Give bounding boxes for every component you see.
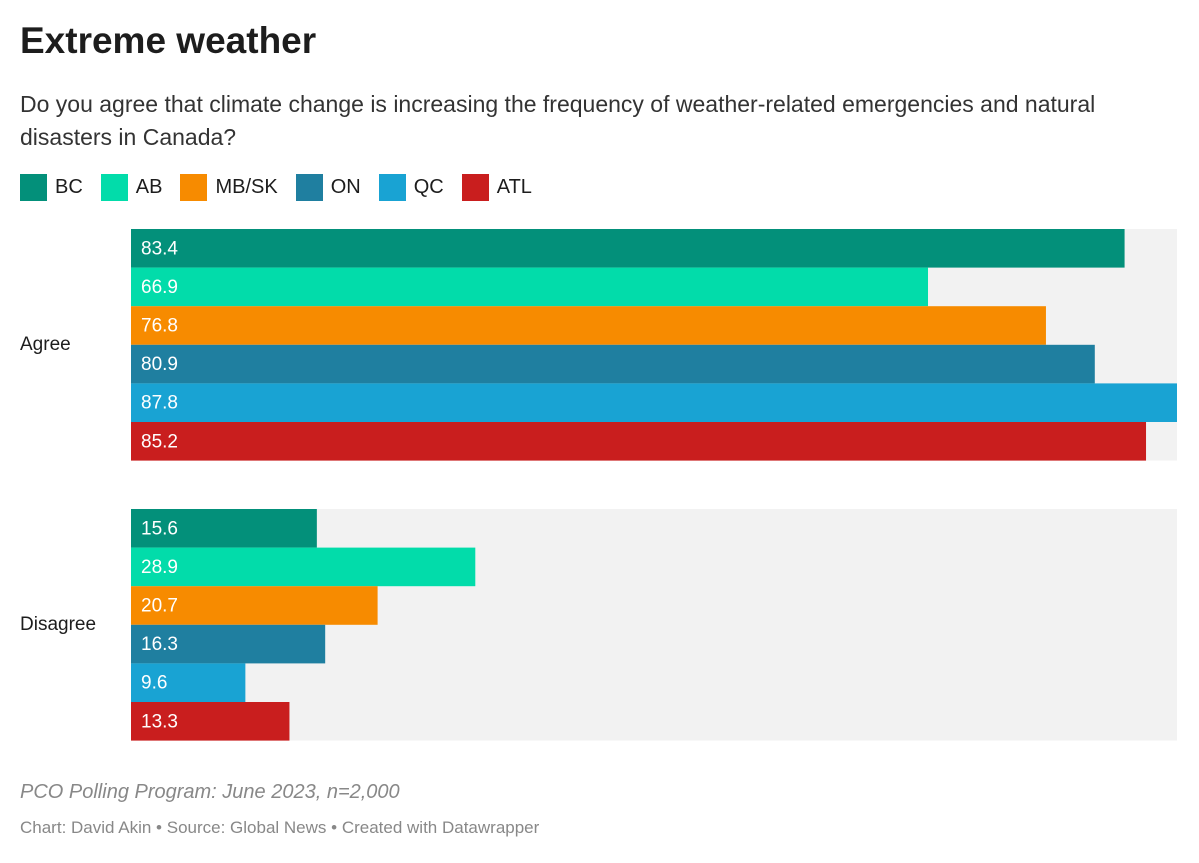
value-label: 66.9 (141, 277, 178, 298)
legend-item: QC (378, 174, 444, 201)
legend-swatch (180, 174, 208, 201)
legend-swatch (20, 174, 47, 201)
legend-swatch (461, 174, 489, 201)
value-label: 16.3 (141, 634, 178, 655)
value-label: 87.8 (141, 393, 178, 414)
credit: Chart: David Akin • Source: Global News … (20, 818, 540, 837)
bar (131, 344, 1095, 384)
value-label: 76.8 (141, 316, 178, 337)
category-label: Disagree (20, 614, 96, 635)
value-label: 13.3 (141, 711, 178, 732)
note: PCO Polling Program: June 2023, n=2,000 (20, 781, 400, 803)
bar (131, 663, 246, 702)
legend-label: ATL (496, 176, 532, 198)
bar (131, 306, 1046, 345)
bar (131, 422, 1147, 461)
legend-item: AB (100, 174, 163, 201)
bar (131, 383, 1177, 422)
bar (131, 509, 317, 548)
value-label: 83.4 (141, 238, 178, 259)
legend-item: MB/SK (180, 174, 278, 201)
bar (131, 586, 378, 625)
legend-label: MB/SK (215, 176, 278, 198)
bar (131, 229, 1125, 268)
legend-swatch (378, 174, 406, 201)
value-label: 9.6 (141, 673, 167, 694)
legend-label: ON (330, 176, 361, 198)
value-label: 85.2 (141, 431, 178, 452)
legend: BC AB MB/SK ON QC ATL (20, 174, 532, 201)
bar (131, 624, 326, 664)
legend-swatch (295, 174, 323, 201)
legend-label: BC (55, 176, 83, 198)
value-label: 28.9 (141, 557, 178, 578)
chart-title: Extreme weather (20, 20, 317, 61)
legend-item: ATL (461, 174, 532, 201)
bar (131, 702, 290, 741)
category-label: Agree (20, 334, 71, 355)
value-label: 80.9 (141, 354, 178, 375)
legend-label: AB (135, 176, 163, 198)
bar (131, 547, 476, 587)
chart-subtitle: Do you agree that climate change is incr… (20, 91, 1096, 150)
legend-item: BC (20, 174, 83, 201)
bar (131, 267, 929, 307)
legend-label: QC (413, 176, 444, 198)
legend-item: ON (295, 174, 361, 201)
value-label: 20.7 (141, 596, 178, 617)
legend-swatch (100, 174, 128, 201)
value-label: 15.6 (141, 518, 178, 539)
